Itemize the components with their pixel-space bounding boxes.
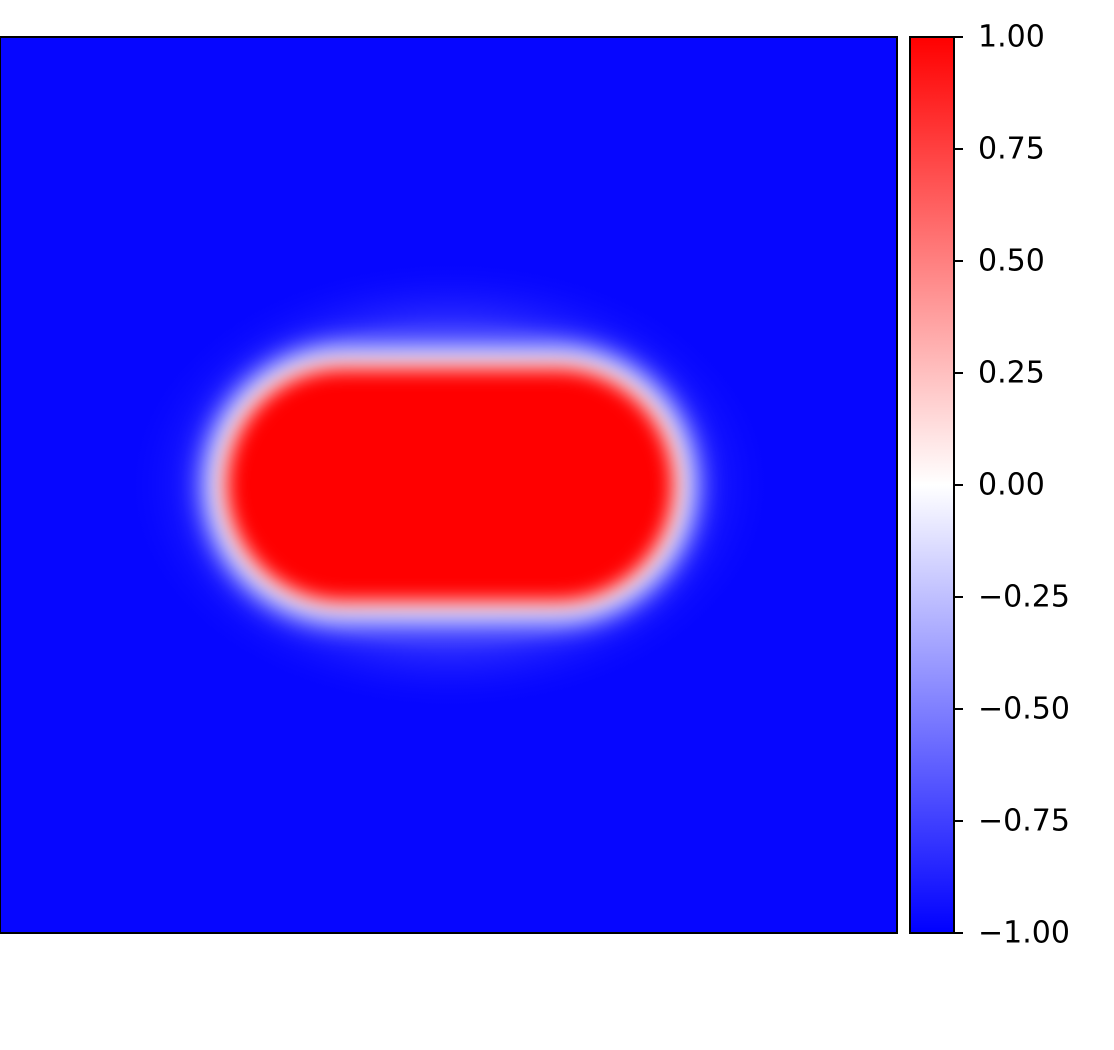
colorbar-tick-label: 0.00: [978, 468, 1045, 503]
heatmap-positive-core: [260, 395, 640, 575]
colorbar-gradient: [909, 36, 955, 934]
colorbar-tick-label: 0.75: [978, 132, 1045, 167]
colorbar-tick-label: −0.75: [978, 804, 1070, 839]
colorbar-ticks: 1.00 0.75 0.50 0.25 0.00 −0.25 −0.50 −0.75 −1.00: [954, 20, 1070, 951]
colorbar-tick-label: −0.50: [978, 692, 1070, 727]
heatmap-plot-area: [0, 37, 897, 933]
heatmap-frame: [0, 36, 898, 934]
colorbar-tick-label: −1.00: [978, 916, 1070, 951]
colorbar-tick-label: −0.25: [978, 580, 1070, 615]
colorbar-tick-label: 0.50: [978, 244, 1045, 279]
colorbar-tick-label: 1.00: [978, 20, 1045, 55]
colorbar: 1.00 0.75 0.50 0.25 0.00 −0.25 −0.50 −0.75 −1.00: [909, 20, 1070, 951]
colorbar-tick-label: 0.25: [978, 356, 1045, 391]
